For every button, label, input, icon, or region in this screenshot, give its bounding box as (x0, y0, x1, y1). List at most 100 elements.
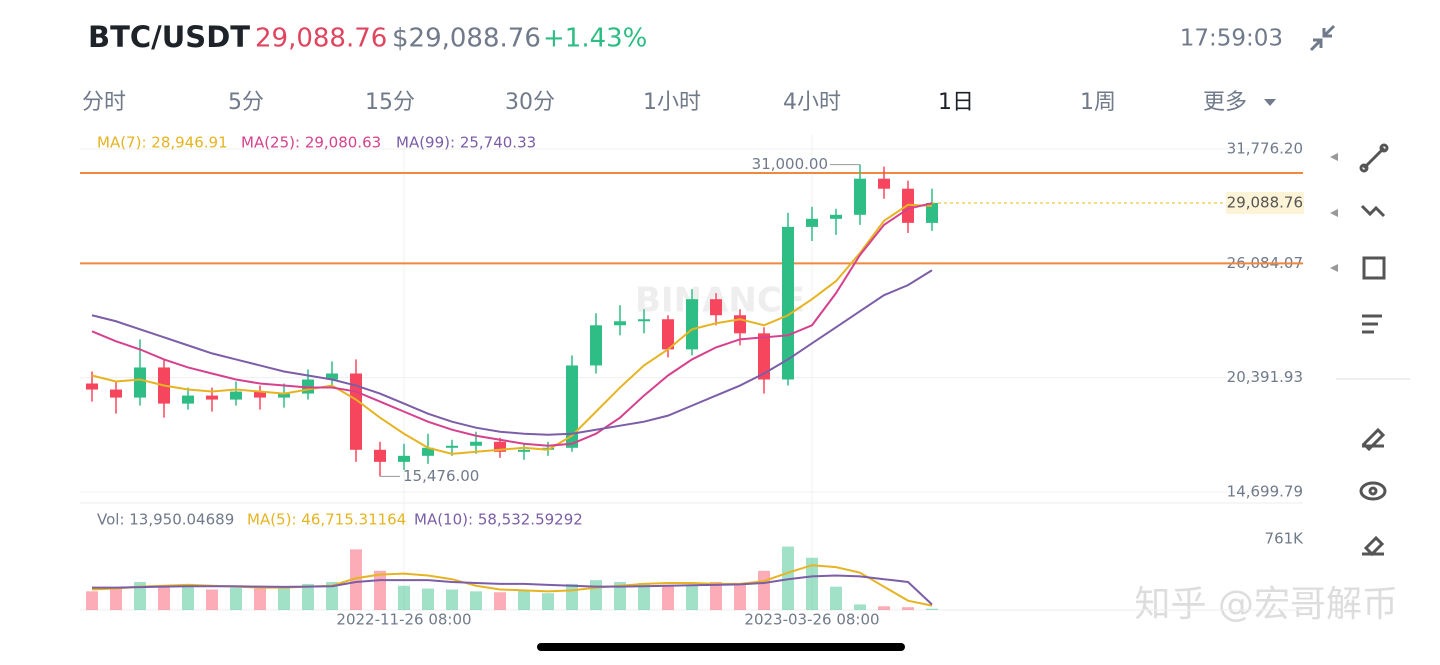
last-price-label: 29,088.76 (1227, 194, 1303, 212)
candle-body (686, 299, 698, 350)
volume-bar (422, 588, 434, 610)
candle-body (590, 325, 602, 366)
ma-line (91, 202, 933, 447)
candle-body (878, 178, 890, 189)
volume-bar (134, 582, 146, 610)
toolbar-arrows (1330, 153, 1338, 272)
candle-body (734, 315, 746, 334)
tab[interactable]: 分时 (82, 90, 126, 115)
y-tick-label: 31,776.20 (1227, 140, 1303, 158)
candle-body (806, 218, 818, 227)
volume-bar (110, 588, 122, 610)
tab[interactable]: 5分 (228, 90, 264, 115)
candle-body (230, 391, 242, 400)
candle-body (422, 447, 434, 456)
volume-bar (926, 608, 938, 610)
legend-entry: MA(7): 28,946.91 (97, 134, 228, 152)
volume-bar (254, 588, 266, 610)
clock: 17:59:03 (1180, 26, 1283, 52)
candle-body (110, 389, 122, 398)
volume-bar (878, 606, 890, 610)
volume-bar (326, 582, 338, 610)
volume-bar (86, 591, 98, 610)
more-arrow[interactable] (1264, 99, 1276, 106)
volume-bar (638, 582, 650, 610)
volume-bar (398, 585, 410, 610)
tab[interactable]: 1日 (938, 90, 974, 115)
volume-bar (518, 590, 530, 610)
volume-bar (590, 580, 602, 610)
tab[interactable]: 4小时 (783, 90, 841, 115)
y-tick-label: 14,699.79 (1227, 482, 1303, 500)
tab[interactable]: 30分 (505, 90, 555, 115)
candle-body (662, 319, 674, 350)
candle-body (518, 449, 530, 452)
legend-entry: MA(99): 25,740.33 (396, 134, 536, 152)
usd-price: $29,088.76 (392, 24, 541, 54)
ma-line (91, 203, 933, 455)
last-price-box (1226, 192, 1304, 215)
volume-bar (182, 583, 194, 610)
candle-body (446, 445, 458, 448)
candle-body (566, 365, 578, 448)
pair: BTC/USDT (88, 20, 250, 54)
volume-bar (734, 583, 746, 610)
candle-body (470, 441, 482, 446)
collapse-icon[interactable] (1309, 24, 1336, 52)
candle-body (758, 333, 770, 380)
volume-bar (302, 583, 314, 610)
tab[interactable]: 1周 (1080, 90, 1116, 115)
candle-body (326, 373, 338, 380)
price: 29,088.76 (255, 24, 387, 54)
volume-bar (686, 585, 698, 610)
candle-body (254, 391, 266, 398)
volume-bar (902, 607, 914, 610)
candle-body (206, 395, 218, 400)
candle-body (638, 319, 650, 322)
candle-body (614, 321, 626, 326)
candle-body (830, 214, 842, 219)
x-tick-label: 2022-11-26 08:00 (336, 611, 471, 629)
home-bar (537, 643, 905, 651)
candle-body (278, 393, 290, 398)
volume-bar (854, 604, 866, 610)
volume-tick-label: 761K (1265, 530, 1305, 548)
tab[interactable]: 更多 (1203, 90, 1247, 115)
candle-body (86, 383, 98, 390)
volume-bar (158, 585, 170, 610)
toolbar[interactable] (1359, 143, 1389, 557)
volume-ma-line (92, 574, 933, 606)
watermark: 知乎 @宏哥解币 (1135, 584, 1398, 625)
volume-legend-entry: MA(10): 58,532.59292 (414, 511, 583, 529)
tab[interactable]: 15分 (365, 90, 415, 115)
tab[interactable]: 1小时 (643, 90, 701, 115)
candle-body (710, 299, 722, 316)
volume-bar (230, 587, 242, 610)
x-tick-label: 2023-03-26 08:00 (744, 611, 879, 629)
volume-bar (446, 589, 458, 610)
volume-bar (470, 591, 482, 610)
candle-body (494, 441, 506, 452)
candle-body (854, 178, 866, 215)
low-label: 15,476.00 (403, 467, 479, 485)
volume-bar (662, 584, 674, 610)
candle-body (782, 226, 794, 380)
volume-bar (542, 593, 554, 610)
candle-body (182, 395, 194, 404)
candle-body (926, 203, 938, 223)
change: +1.43% (543, 24, 647, 54)
volume-bar (374, 570, 386, 610)
volume-bar (830, 586, 842, 610)
volume-bar (206, 589, 218, 610)
volume-bar (350, 549, 362, 610)
candle-body (134, 367, 146, 398)
volume-bar (494, 592, 506, 610)
ma-line (91, 269, 933, 436)
volume-bar (278, 586, 290, 610)
candle-body (398, 455, 410, 462)
candle-body (374, 449, 386, 462)
volume-legend-entry: MA(5): 46,715.31164 (247, 511, 406, 529)
volume-bar (806, 557, 818, 610)
